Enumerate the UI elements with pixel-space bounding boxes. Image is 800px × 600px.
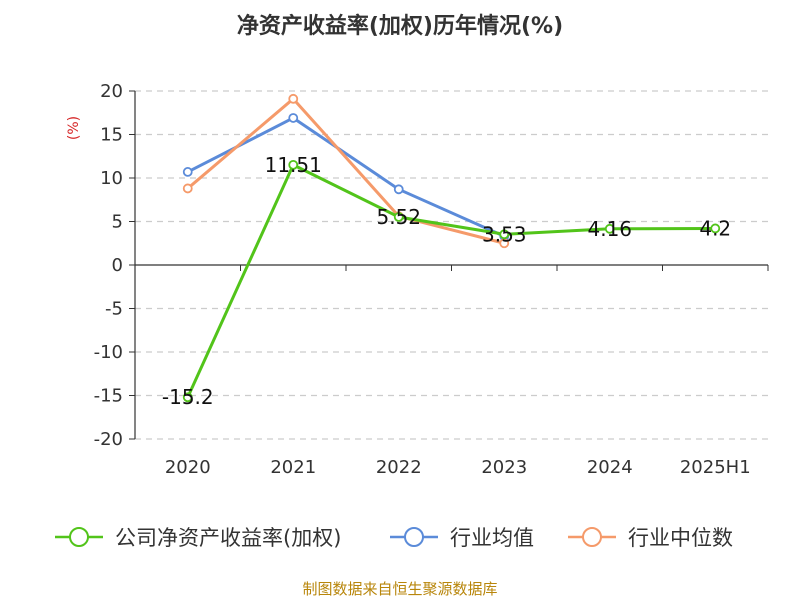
- legend-swatch-marker: [404, 527, 424, 547]
- y-tick-label: -10: [94, 342, 123, 363]
- y-tick-labels: 20 15 10 5 0 -5 -10 -15 -20: [94, 81, 123, 450]
- series-lines: [182, 93, 721, 403]
- y-tick-label: 10: [100, 168, 123, 189]
- y-tick-label: 20: [100, 81, 123, 102]
- y-tick-label: 5: [112, 212, 123, 233]
- data-label: 4.16: [587, 217, 632, 241]
- y-tick-label: -15: [94, 386, 123, 407]
- y-axis-label: (%): [66, 116, 82, 140]
- legend-item[interactable]: 行业中位数: [568, 526, 733, 550]
- x-tick-label: 2024: [587, 457, 633, 478]
- data-labels: -15.2 11.51 5.52 3.53 4.16 4.2: [162, 153, 731, 409]
- x-tick-label: 2022: [376, 457, 422, 478]
- legend-label: 行业均值: [450, 526, 534, 550]
- legend-label: 公司净资产收益率(加权): [115, 526, 341, 550]
- data-point: [182, 183, 193, 194]
- x-tick-label: 2021: [270, 457, 316, 478]
- data-point: [393, 212, 404, 222]
- data-point: [604, 223, 615, 234]
- data-point: [288, 159, 299, 170]
- legend-label: 行业中位数: [628, 526, 733, 550]
- data-point: [182, 392, 193, 403]
- y-tick-label: -5: [105, 299, 123, 320]
- data-point: [182, 167, 193, 177]
- data-point: [393, 184, 404, 195]
- series-line: [186, 163, 716, 398]
- source-note: 制图数据来自恒生聚源数据库: [302, 580, 498, 598]
- data-point: [288, 113, 299, 123]
- x-tick-label: 2020: [165, 457, 211, 478]
- x-tick-label: 2023: [481, 457, 527, 478]
- data-label: 5.52: [376, 205, 421, 229]
- series-line: [187, 116, 505, 238]
- data-label: 11.51: [265, 153, 322, 177]
- axes: [129, 90, 769, 440]
- legend-swatch-marker: [582, 527, 602, 547]
- data-label: -15.2: [162, 385, 214, 409]
- y-tick-label: -20: [94, 429, 123, 450]
- legend: 公司净资产收益率(加权) 行业均值 行业中位数: [55, 526, 733, 550]
- series-line: [186, 97, 505, 245]
- y-tick-label: 0: [112, 255, 123, 276]
- legend-item[interactable]: 公司净资产收益率(加权): [55, 526, 341, 550]
- data-point: [499, 229, 510, 240]
- legend-swatch-marker: [69, 527, 89, 547]
- y-tick-label: 15: [100, 125, 123, 146]
- chart-title: 净资产收益率(加权)历年情况(%): [236, 14, 564, 39]
- x-tick-labels: 2020 2021 2022 2023 2024 2025H1: [165, 457, 751, 478]
- data-label: 4.2: [699, 216, 731, 240]
- data-point: [499, 238, 510, 249]
- data-point: [710, 223, 721, 234]
- data-label: 3.53: [482, 222, 527, 246]
- legend-item[interactable]: 行业均值: [390, 526, 534, 550]
- x-tick-label: 2025H1: [680, 457, 751, 478]
- data-point: [288, 93, 299, 104]
